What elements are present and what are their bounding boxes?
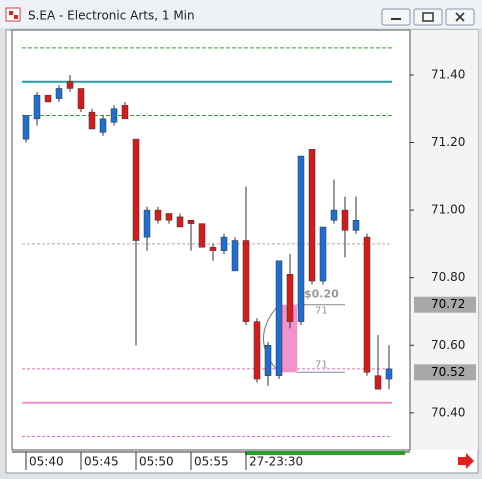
- candle-body: [352, 219, 360, 231]
- price-axis-area: [410, 30, 478, 450]
- candle-body: [209, 247, 217, 251]
- candle-body: [88, 111, 96, 130]
- session-bar: [245, 451, 405, 455]
- candle-body: [154, 209, 162, 221]
- candle-body: [110, 108, 118, 123]
- candle-body: [242, 240, 250, 322]
- candle-body: [66, 81, 74, 89]
- candle-body: [132, 138, 140, 241]
- x-tick-label: 05:40: [29, 455, 64, 469]
- minimize-button[interactable]: [381, 8, 411, 26]
- restore-button[interactable]: [413, 8, 443, 26]
- x-tick-label: 05:55: [194, 455, 229, 469]
- candle-body: [22, 115, 30, 140]
- candle-body: [341, 209, 349, 231]
- candle-body: [275, 260, 283, 376]
- candle-body: [220, 236, 228, 251]
- plot-area: [11, 29, 411, 451]
- candle-body: [176, 216, 184, 228]
- candle-body: [330, 209, 338, 221]
- plot-layer: 70.40 70.60 70.80 71.00 71.20 71.40 $0.20 71 71 0…: [22, 47, 476, 470]
- price-marker: [414, 296, 476, 313]
- price-marker-label: 70.52: [431, 365, 465, 379]
- candle-body: [308, 149, 316, 282]
- window-title: S.EA - Electronic Arts, 1 Min: [28, 9, 195, 23]
- measure-label: 71: [315, 359, 328, 370]
- y-tick-label: 70.80: [431, 270, 465, 284]
- candle-body: [33, 94, 41, 120]
- candle-body: [165, 213, 173, 221]
- candle-body: [253, 321, 261, 380]
- candle-body: [77, 88, 85, 109]
- y-tick-label: 71.40: [431, 67, 465, 81]
- candle-body: [99, 118, 107, 133]
- x-tick-label: 05:45: [84, 455, 119, 469]
- x-tick-label: 27-23:30: [249, 455, 303, 469]
- candle-body: [231, 240, 239, 272]
- candle-body: [55, 88, 63, 99]
- candle-body: [297, 155, 305, 322]
- candle-body: [319, 226, 327, 282]
- y-tick-label: 71.20: [431, 135, 465, 149]
- candle-body: [143, 209, 151, 238]
- app-icon-dot: [14, 15, 18, 19]
- candle-body: [121, 105, 129, 120]
- y-tick-label: 71.00: [431, 203, 465, 217]
- x-tick-label: 05:50: [139, 455, 174, 469]
- scroll-arrow[interactable]: [458, 453, 474, 469]
- price-marker: [414, 364, 476, 381]
- candle-body: [264, 345, 272, 376]
- candle-body: [198, 223, 206, 248]
- candle-body: [374, 375, 382, 390]
- y-tick-label: 70.40: [431, 405, 465, 419]
- candle-body: [44, 94, 52, 103]
- candle-body: [385, 368, 393, 380]
- candle-body: [363, 236, 371, 373]
- measure-label: 71: [315, 306, 328, 317]
- price-marker-label: 70.72: [431, 297, 465, 311]
- app-icon-dot: [9, 11, 13, 15]
- measure-arc: [263, 304, 280, 373]
- measure-label: $0.20: [304, 288, 339, 301]
- restore-icon: [422, 12, 434, 22]
- close-icon: [455, 12, 465, 22]
- candle-body: [286, 274, 294, 322]
- y-tick-label: 70.60: [431, 338, 465, 352]
- candle-body: [187, 219, 195, 224]
